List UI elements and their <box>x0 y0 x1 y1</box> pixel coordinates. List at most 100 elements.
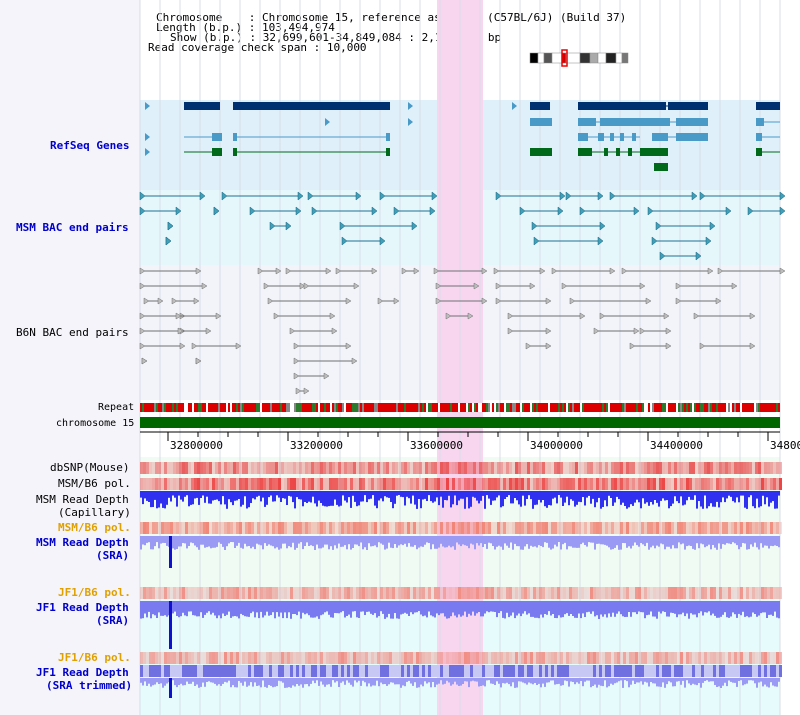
jf1-depth-sra-bar <box>576 601 578 618</box>
repeat-block <box>578 403 580 412</box>
repeat-block <box>714 403 716 412</box>
jf1-depth-trimmed-bar <box>192 678 194 682</box>
jf1-b6-pol-heat <box>455 587 458 599</box>
chromosome-ideogram[interactable] <box>529 49 629 67</box>
msm-b6-pol-heat <box>470 478 473 490</box>
msm-depth-capillary-bar <box>720 491 722 503</box>
repeat-block <box>160 403 162 412</box>
dbsnp-heat <box>434 462 437 474</box>
msm-depth-sra-bar <box>236 536 238 546</box>
jf1-b6-pol-heat <box>404 587 407 599</box>
dbsnp-heat <box>278 462 281 474</box>
b6n-bac-end <box>205 327 212 335</box>
jf1-b6-pol-trimmed-heat <box>755 652 758 664</box>
jf1-b6-pol-trimmed-heat <box>608 652 611 664</box>
jf1-depth-trimmed-bar <box>596 678 598 688</box>
jf1-depth-sra-bar <box>228 601 230 612</box>
jf1-depth-sra-bar <box>514 601 516 619</box>
jf1-trimmed-heat <box>599 665 602 677</box>
b6n-bac-track-label[interactable]: B6N BAC end pairs <box>16 326 129 339</box>
jf1-b6-pol-trimmed-heat <box>185 652 188 664</box>
jf1-depth-sra-bar <box>670 601 672 613</box>
msm-b6-pol-sra-heat <box>722 522 725 534</box>
dbsnp-heat <box>773 462 776 474</box>
jf1-b6-pol-heat <box>503 587 506 599</box>
repeat-track[interactable] <box>140 403 780 412</box>
msm-b6-pol-sra-heat <box>356 522 359 534</box>
b6n-bac-features[interactable] <box>139 267 786 395</box>
msm-depth-sra-bar <box>182 536 184 543</box>
jf1-trimmed-heat <box>269 665 272 677</box>
dbsnp-heat <box>665 462 668 474</box>
jf1-b6-pol-trimmed-heat <box>452 652 455 664</box>
msm-bac-features[interactable] <box>139 191 786 261</box>
msm-depth-sra-bar <box>260 536 262 546</box>
msm-b6-pol-sra-heat <box>239 522 242 534</box>
refseq-gene-features[interactable] <box>145 102 780 171</box>
msm-b6-pol-heat <box>452 478 455 490</box>
msm-b6-pol-sra-heat <box>317 522 320 534</box>
msm-depth-capillary-bar <box>732 491 734 502</box>
jf1-b6-pol-trimmed-label[interactable]: JF1/B6 pol. <box>58 651 131 664</box>
dbsnp-heat <box>392 462 395 474</box>
msm-depth-sra-bar <box>738 536 740 550</box>
jf1-depth-trimmed-bar <box>278 678 280 681</box>
b6n-bac-end <box>609 267 616 275</box>
jf1-depth-sra-bar <box>542 601 544 618</box>
msm-depth-sra-label[interactable]: MSM Read Depth <box>36 536 129 549</box>
msm-depth-capillary-bar <box>600 491 602 509</box>
msm-b6-pol-heat <box>176 478 179 490</box>
chromosome-bar[interactable] <box>140 417 780 428</box>
jf1-b6-pol-heat <box>608 587 611 599</box>
msm-depth-sra-bar <box>266 536 268 546</box>
jf1-depth-sra-bar <box>536 601 538 618</box>
msm-depth-sra-bar <box>468 536 470 549</box>
jf1-trimmed-heat <box>233 665 236 677</box>
jf1-b6-pol-heat <box>308 587 311 599</box>
refseq-track-label[interactable]: RefSeq Genes <box>50 139 130 152</box>
jf1-depth-trimmed-bar <box>570 678 572 682</box>
msm-depth-capillary-bar <box>390 491 392 502</box>
msm-b6-pol-heat <box>455 478 458 490</box>
msm-depth-capillary-bar <box>248 491 250 508</box>
jf1-b6-pol-trimmed-heat <box>308 652 311 664</box>
msm-b6-pol-heat <box>338 478 341 490</box>
msm-bac-track-label[interactable]: MSM BAC end pairs <box>16 221 129 234</box>
msm-b6-pol-track-label[interactable]: MSM/B6 pol. <box>58 477 131 490</box>
repeat-block <box>474 403 476 412</box>
jf1-depth-sra-bar <box>598 601 600 619</box>
msm-b6-pol-sra-heat <box>512 522 515 534</box>
msm-b6-pol-sra-heat <box>392 522 395 534</box>
jf1-depth-trimmed-bar <box>144 678 146 682</box>
jf1-trimmed-heat <box>311 665 314 677</box>
dbsnp-heat <box>227 462 230 474</box>
jf1-trimmed-heat <box>296 665 299 677</box>
jf1-depth-sra-label[interactable]: JF1 Read Depth <box>36 601 129 614</box>
dbsnp-heat <box>659 462 662 474</box>
depth-and-pol-tracks[interactable] <box>140 462 782 698</box>
msm-depth-capillary-bar <box>776 491 778 509</box>
msm-depth-capillary-bar <box>514 491 516 498</box>
msm-depth-sra-bar <box>610 536 612 550</box>
dbsnp-heat <box>332 462 335 474</box>
msm-depth-sra-bar <box>400 536 402 545</box>
msm-depth-capillary-bar <box>506 491 508 497</box>
repeat-block <box>716 403 718 412</box>
msm-bac-end <box>699 191 706 201</box>
msm-depth-capillary-label[interactable]: MSM Read Depth <box>36 493 129 506</box>
msm-depth-capillary-bar <box>554 491 556 498</box>
dbsnp-track-label[interactable]: dbSNP(Mouse) <box>50 461 130 474</box>
jf1-b6-pol-heat <box>680 587 683 599</box>
jf1-b6-pol-heat <box>533 587 536 599</box>
msm-b6-pol-sra-label[interactable]: MSM/B6 pol. <box>58 521 131 534</box>
jf1-b6-pol-label[interactable]: JF1/B6 pol. <box>58 586 131 599</box>
msm-b6-pol-heat <box>404 478 407 490</box>
jf1-b6-pol-trimmed-heat <box>707 652 710 664</box>
repeat-track-label[interactable]: Repeat <box>98 402 135 413</box>
msm-b6-pol-heat <box>314 478 317 490</box>
jf1-b6-pol-heat <box>719 587 722 599</box>
jf1-depth-trimmed-bar <box>744 678 746 685</box>
jf1-b6-pol-trimmed-heat <box>584 652 587 664</box>
jf1-depth-trimmed-label[interactable]: JF1 Read Depth <box>36 666 129 679</box>
